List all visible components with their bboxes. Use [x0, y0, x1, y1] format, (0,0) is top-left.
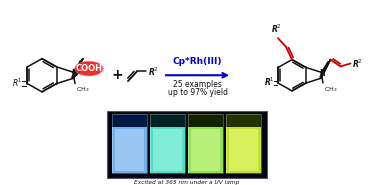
Text: R$^2$: R$^2$ — [148, 65, 159, 78]
FancyBboxPatch shape — [153, 129, 181, 171]
Text: R$^2$: R$^2$ — [271, 23, 282, 35]
Text: R$^1$: R$^1$ — [12, 76, 22, 89]
FancyBboxPatch shape — [226, 127, 260, 173]
Text: +: + — [111, 68, 123, 82]
FancyBboxPatch shape — [229, 129, 257, 171]
FancyBboxPatch shape — [150, 114, 184, 127]
Text: R$^1$: R$^1$ — [264, 76, 275, 88]
Text: COOH: COOH — [76, 64, 102, 73]
Text: up to 97% yield: up to 97% yield — [167, 88, 228, 97]
FancyBboxPatch shape — [150, 127, 184, 173]
FancyBboxPatch shape — [112, 127, 147, 173]
FancyBboxPatch shape — [188, 114, 223, 127]
Text: 25 examples: 25 examples — [173, 80, 222, 89]
FancyBboxPatch shape — [188, 127, 223, 173]
Text: Excited at 365 nm under a UV lamp: Excited at 365 nm under a UV lamp — [134, 180, 240, 185]
Text: N: N — [319, 69, 325, 78]
FancyBboxPatch shape — [107, 111, 267, 178]
FancyBboxPatch shape — [112, 114, 147, 127]
Text: Cp*Rh(III): Cp*Rh(III) — [173, 58, 222, 66]
Ellipse shape — [75, 61, 103, 76]
FancyBboxPatch shape — [191, 129, 220, 171]
Text: N: N — [71, 69, 77, 78]
Text: R$^2$: R$^2$ — [352, 57, 363, 70]
FancyBboxPatch shape — [226, 114, 260, 127]
FancyBboxPatch shape — [115, 129, 144, 171]
Text: CH$_3$: CH$_3$ — [324, 85, 338, 94]
Text: CH$_3$: CH$_3$ — [76, 86, 90, 95]
